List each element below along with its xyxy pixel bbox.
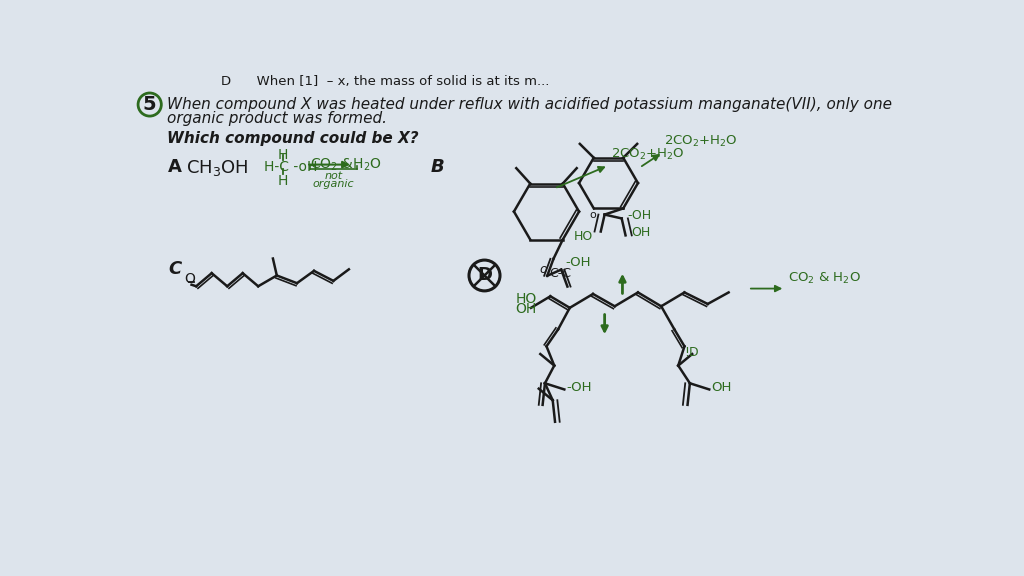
Text: H-C -oH: H-C -oH — [263, 160, 317, 174]
Text: organic product was formed.: organic product was formed. — [167, 111, 387, 126]
Text: -OH: -OH — [566, 381, 592, 393]
Text: D: D — [477, 267, 492, 285]
Text: OH: OH — [712, 381, 732, 393]
Text: C: C — [168, 260, 181, 278]
Text: H: H — [278, 174, 288, 188]
Text: When compound X was heated under reflux with acidified potassium manganate(VII),: When compound X was heated under reflux … — [167, 97, 892, 112]
Text: CH$_3$OH: CH$_3$OH — [186, 158, 249, 177]
Text: -OH: -OH — [565, 256, 591, 269]
Text: not: not — [325, 170, 342, 181]
Text: D      When [1]  – x, the mass of solid is at its m...: D When [1] – x, the mass of solid is at … — [221, 75, 549, 88]
Text: -OH: -OH — [628, 209, 652, 222]
Text: HO: HO — [573, 230, 593, 243]
Text: 2CO$_2$+H$_2$O: 2CO$_2$+H$_2$O — [611, 147, 684, 162]
Text: C-C: C-C — [549, 267, 570, 279]
Text: Which compound could be X?: Which compound could be X? — [167, 131, 419, 146]
Text: HO: HO — [515, 293, 537, 306]
Text: CO$_2$ &H$_2$O: CO$_2$ &H$_2$O — [310, 156, 382, 173]
Text: A: A — [168, 158, 182, 176]
Text: CO$_2$ & H$_2$O: CO$_2$ & H$_2$O — [788, 271, 861, 286]
Text: organic: organic — [312, 179, 354, 190]
Text: !D: !D — [684, 346, 699, 359]
Text: 5: 5 — [143, 95, 157, 114]
Text: o: o — [589, 210, 596, 221]
Text: B: B — [430, 158, 444, 176]
Text: H: H — [278, 147, 288, 162]
Text: 2CO$_2$+H$_2$O: 2CO$_2$+H$_2$O — [665, 134, 738, 149]
Text: OH: OH — [631, 226, 650, 239]
Text: OH: OH — [515, 302, 537, 316]
Text: O: O — [183, 271, 195, 286]
Text: o: o — [540, 263, 547, 276]
